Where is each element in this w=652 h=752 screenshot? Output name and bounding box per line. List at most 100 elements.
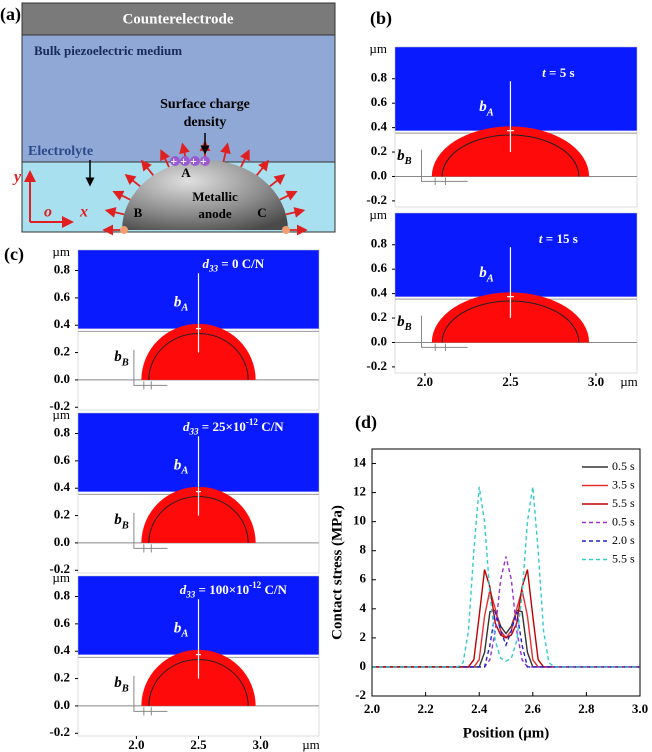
y-unit: µm: [52, 570, 70, 585]
text-part: d: [180, 582, 187, 597]
text-part: = 0 C/N: [218, 256, 265, 271]
label-ba: bA: [174, 295, 189, 314]
axis-x: x: [79, 204, 88, 221]
field-arrow: [269, 174, 286, 188]
charges-text: ++++: [170, 154, 209, 168]
legend-label: 0.5 s: [612, 459, 635, 473]
y-tick-label: 0.2: [54, 344, 70, 359]
text-part: = 15 s: [543, 231, 578, 246]
y-tick-label: 0.2: [371, 143, 387, 158]
y-tick-label: 0.6: [371, 94, 388, 109]
text-part: B: [121, 358, 129, 369]
text-part: B: [404, 157, 412, 168]
y-unit: µm: [369, 41, 387, 56]
text-part: b: [114, 512, 122, 528]
x-tick-label: 2.0: [417, 374, 433, 389]
text-part: B: [121, 684, 129, 695]
y-tick-label: -0.2: [366, 358, 387, 373]
text-part: A: [180, 466, 188, 477]
y-tick-label: 10: [353, 513, 366, 528]
y-unit: µm: [52, 407, 70, 422]
axis-y: y: [12, 169, 22, 186]
bb-bracket: [133, 349, 168, 386]
bb-ticks: [143, 707, 152, 716]
label-ba: bA: [174, 458, 189, 477]
y-unit: µm: [369, 207, 387, 222]
legend-label: 5.5 s: [612, 496, 635, 510]
y-tick-label: 0.6: [54, 452, 71, 467]
text-part: = 25×10: [199, 419, 246, 434]
field-arrow: [104, 207, 125, 218]
point-c: C: [257, 205, 266, 220]
x-tick-label: 2.6: [525, 701, 542, 716]
charge-label: density: [184, 115, 227, 130]
y-tick-label: 0.8: [54, 424, 71, 439]
annotation: t = 5 s: [542, 65, 574, 80]
y-tick-label: 0.4: [54, 316, 71, 331]
legend-label: 0.5 s: [612, 514, 635, 528]
y-tick-label: 0.2: [371, 309, 387, 324]
text-part: -12: [249, 580, 262, 590]
chart: -2 0 2 4 6 8 10 12 14 2.0 2.2 2.4 2.6 2.8 3.0 0.5 s 3.5 …: [329, 448, 648, 741]
y-tick-label: 0.8: [371, 70, 388, 85]
text-part: b: [397, 314, 405, 330]
field-arrow: [160, 149, 170, 168]
text-part: t: [539, 231, 543, 246]
middle-layer-label: Bulk piezoelectric medium: [34, 43, 182, 58]
text-part: A: [180, 629, 188, 640]
annotation: t = 15 s: [539, 231, 578, 246]
text-part: t: [542, 65, 546, 80]
y-tick-label: 0.8: [371, 236, 388, 251]
y-tick-label: 0.6: [54, 615, 71, 630]
label-ba: bA: [479, 266, 494, 285]
x-tick-label: 2.5: [502, 374, 519, 389]
point-a: A: [181, 165, 191, 180]
x-tick-label: 3.0: [588, 374, 604, 389]
bb-bracket: [421, 149, 468, 182]
y-tick-label: 0.6: [371, 260, 388, 275]
y-tick-label: -0.2: [49, 561, 70, 576]
y-tick-label: -2: [355, 687, 366, 702]
text-part: 33: [185, 590, 196, 600]
y-tick-label: 0.4: [371, 119, 388, 134]
field-arrow: [220, 142, 231, 162]
y-tick-label: 0.2: [54, 507, 70, 522]
anode-label: anode: [198, 206, 231, 221]
y-tick-label: 0.4: [54, 642, 71, 657]
y-tick-label: 0.0: [54, 697, 70, 712]
y-tick-label: 0.0: [371, 333, 387, 348]
y-tick-label: -0.2: [49, 724, 70, 739]
y-tick-label: 0.8: [54, 261, 71, 276]
x-unit: µm: [620, 374, 638, 389]
legend-label: 5.5 s: [612, 551, 635, 565]
bb-bracket: [133, 675, 168, 712]
x-tick-label: 2.0: [364, 701, 380, 716]
label-bb: bB: [397, 314, 412, 333]
point-c-dot: [282, 226, 290, 234]
field-arrow: [279, 190, 298, 201]
text-part: b: [174, 295, 182, 311]
label-ba: bA: [174, 621, 189, 640]
y-tick-label: 0.6: [54, 289, 71, 304]
text-part: b: [397, 148, 405, 164]
field-arrow: [285, 207, 306, 218]
bb-ticks: [434, 177, 446, 186]
panel-label: (c): [4, 244, 24, 265]
sim-frame: [77, 412, 320, 574]
y-tick-label: -0.2: [366, 192, 387, 207]
text-part: A: [486, 274, 494, 285]
piezo-medium: [21, 34, 336, 163]
text-part: b: [174, 621, 182, 637]
field-arrow: [256, 159, 270, 176]
y-tick-label: 0.0: [54, 371, 70, 386]
sim-frame: [77, 249, 320, 411]
text-part: -12: [246, 417, 259, 427]
text-part: d: [183, 419, 190, 434]
y-tick-label: 0.4: [371, 285, 388, 300]
x-unit: µm: [302, 737, 320, 752]
bb-bracket: [133, 512, 168, 549]
